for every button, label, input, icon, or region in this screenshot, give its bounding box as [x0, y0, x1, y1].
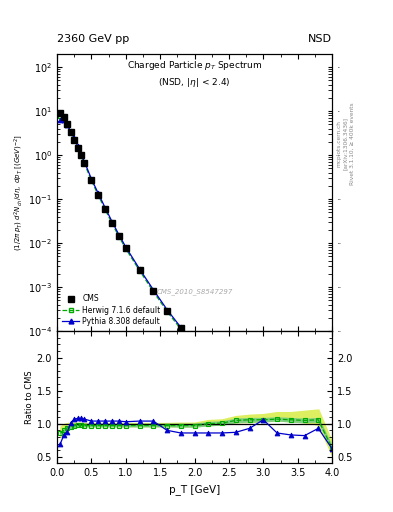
Text: 2360 GeV pp: 2360 GeV pp	[57, 34, 129, 44]
Text: Rivet 3.1.10, ≥ 400k events: Rivet 3.1.10, ≥ 400k events	[349, 102, 354, 185]
Legend: CMS, Herwig 7.1.6 default, Pythia 8.308 default: CMS, Herwig 7.1.6 default, Pythia 8.308 …	[61, 293, 162, 327]
Text: mcplots.cern.ch: mcplots.cern.ch	[336, 120, 341, 167]
Text: [arXiv:1306.3436]: [arXiv:1306.3436]	[343, 117, 348, 170]
Y-axis label: $(1/2\pi\,p_T)\ d^2N_{ch}/d\eta,\ dp_T\ [(GeV)^{-2}]$: $(1/2\pi\,p_T)\ d^2N_{ch}/d\eta,\ dp_T\ …	[12, 134, 25, 251]
Text: CMS_2010_S8547297: CMS_2010_S8547297	[156, 288, 233, 295]
Text: NSD: NSD	[308, 34, 332, 44]
X-axis label: p_T [GeV]: p_T [GeV]	[169, 484, 220, 495]
Y-axis label: Ratio to CMS: Ratio to CMS	[25, 371, 34, 424]
Text: Charged Particle $p_T$ Spectrum
(NSD, $|\eta|$ < 2.4): Charged Particle $p_T$ Spectrum (NSD, $|…	[127, 59, 262, 89]
